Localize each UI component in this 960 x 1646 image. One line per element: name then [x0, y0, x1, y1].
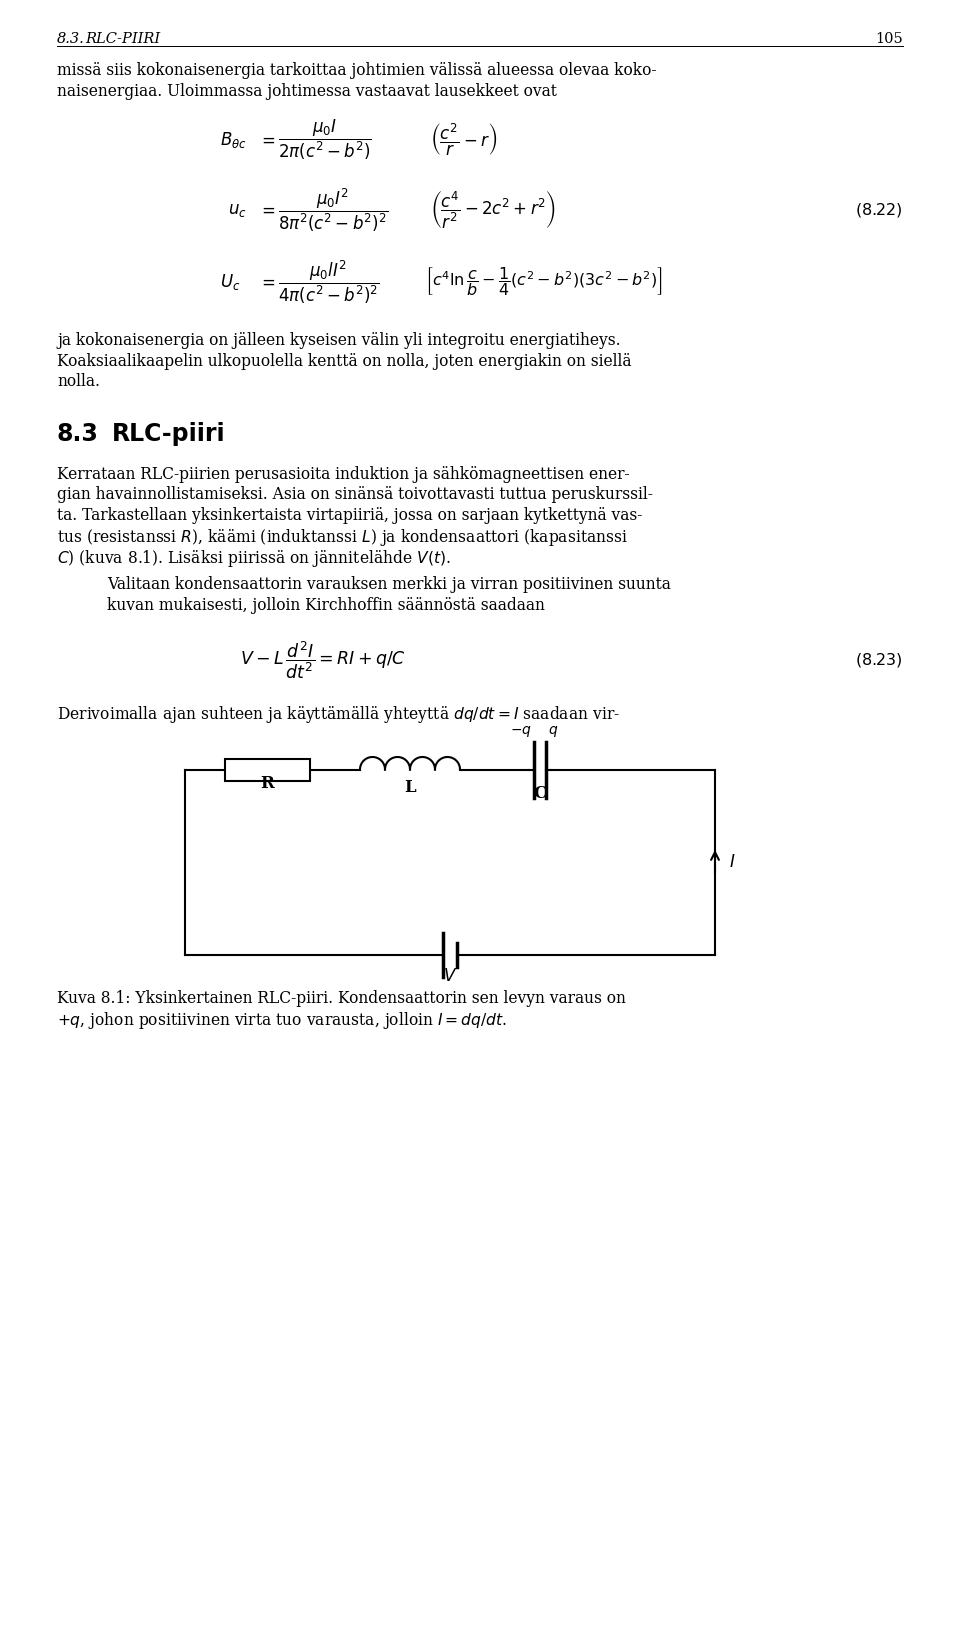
- Text: RLC-PIIRI: RLC-PIIRI: [85, 31, 160, 46]
- Text: RLC-piiri: RLC-piiri: [112, 421, 226, 446]
- Text: $q$: $q$: [548, 724, 559, 739]
- Text: naisenergiaa. Uloimmassa johtimessa vastaavat lausekkeet ovat: naisenergiaa. Uloimmassa johtimessa vast…: [57, 82, 557, 99]
- Text: $=$: $=$: [258, 201, 276, 219]
- Text: $=$: $=$: [258, 132, 276, 148]
- Text: $(8.23)$: $(8.23)$: [855, 652, 903, 668]
- Text: $I$: $I$: [729, 854, 735, 871]
- Text: $\dfrac{\mu_0 I}{2\pi(c^2-b^2)}$: $\dfrac{\mu_0 I}{2\pi(c^2-b^2)}$: [278, 119, 372, 163]
- Text: $\left(\dfrac{c^2}{r} - r\right)$: $\left(\dfrac{c^2}{r} - r\right)$: [430, 122, 497, 158]
- Text: Valitaan kondensaattorin varauksen merkki ja virran positiivinen suunta: Valitaan kondensaattorin varauksen merkk…: [107, 576, 671, 593]
- Text: ja kokonaisenergia on jälleen kyseisen välin yli integroitu energiatiheys.: ja kokonaisenergia on jälleen kyseisen v…: [57, 332, 620, 349]
- Text: $=$: $=$: [258, 273, 276, 290]
- Text: ta. Tarkastellaan yksinkertaista virtapiiriä, jossa on sarjaan kytkettynä vas-: ta. Tarkastellaan yksinkertaista virtapi…: [57, 507, 642, 523]
- Text: $\left(\dfrac{c^4}{r^2} - 2c^2 + r^2\right)$: $\left(\dfrac{c^4}{r^2} - 2c^2 + r^2\rig…: [430, 189, 556, 230]
- Text: $\dfrac{\mu_0 I^2}{8\pi^2(c^2-b^2)^2}$: $\dfrac{\mu_0 I^2}{8\pi^2(c^2-b^2)^2}$: [278, 186, 389, 234]
- Text: missä siis kokonaisenergia tarkoittaa johtimien välissä alueessa olevaa koko-: missä siis kokonaisenergia tarkoittaa jo…: [57, 63, 657, 79]
- Text: $U_c$: $U_c$: [220, 272, 240, 291]
- Text: $V$: $V$: [443, 968, 457, 984]
- Text: $C$) (kuva 8.1). Lisäksi piirissä on jännitelähde $V(t)$.: $C$) (kuva 8.1). Lisäksi piirissä on jän…: [57, 548, 451, 568]
- Text: $-q$: $-q$: [510, 724, 532, 739]
- Text: $+q$, johon positiivinen virta tuo varausta, jolloin $I = dq/dt$.: $+q$, johon positiivinen virta tuo varau…: [57, 1011, 507, 1030]
- Text: $u_c$: $u_c$: [228, 201, 247, 219]
- Text: $\left[c^4 \ln\dfrac{c}{b} - \dfrac{1}{4}(c^2 - b^2)(3c^2 - b^2)\right]$: $\left[c^4 \ln\dfrac{c}{b} - \dfrac{1}{4…: [425, 265, 663, 298]
- Text: 8.3.: 8.3.: [57, 31, 84, 46]
- Text: L: L: [404, 779, 416, 795]
- Text: nolla.: nolla.: [57, 374, 100, 390]
- Bar: [225, 759, 310, 780]
- Text: $V - L\,\dfrac{d^2 I}{dt^2} = RI + q/C$: $V - L\,\dfrac{d^2 I}{dt^2} = RI + q/C$: [240, 639, 406, 681]
- Text: Koaksiaalikaapelin ulkopuolella kenttä on nolla, joten energiakin on siellä: Koaksiaalikaapelin ulkopuolella kenttä o…: [57, 352, 632, 369]
- Text: tus (resistanssi $R$), käämi (induktanssi $L$) ja kondensaattori (kapasitanssi: tus (resistanssi $R$), käämi (induktanss…: [57, 527, 628, 548]
- Text: R: R: [260, 775, 275, 792]
- Text: $B_{\theta c}$: $B_{\theta c}$: [220, 130, 247, 150]
- Text: kuvan mukaisesti, jolloin Kirchhoffin säännöstä saadaan: kuvan mukaisesti, jolloin Kirchhoffin sä…: [107, 596, 545, 614]
- Text: $\dfrac{\mu_0 l I^2}{4\pi(c^2-b^2)^2}$: $\dfrac{\mu_0 l I^2}{4\pi(c^2-b^2)^2}$: [278, 258, 380, 306]
- Text: gian havainnollistamiseksi. Asia on sinänsä toivottavasti tuttua peruskurssil-: gian havainnollistamiseksi. Asia on sinä…: [57, 486, 653, 504]
- Text: Kuva 8.1: Yksinkertainen RLC-piiri. Kondensaattorin sen levyn varaus on: Kuva 8.1: Yksinkertainen RLC-piiri. Kond…: [57, 989, 626, 1006]
- Text: Derivoimalla ajan suhteen ja käyttämällä yhteyttä $dq/dt = I$ saadaan vir-: Derivoimalla ajan suhteen ja käyttämällä…: [57, 704, 620, 724]
- Text: C: C: [534, 785, 546, 802]
- Text: Kerrataan RLC-piirien perusasioita induktion ja sähkömagneettisen ener-: Kerrataan RLC-piirien perusasioita induk…: [57, 466, 630, 482]
- Text: $(8.22)$: $(8.22)$: [855, 201, 903, 219]
- Text: 8.3: 8.3: [57, 421, 99, 446]
- Text: 105: 105: [876, 31, 903, 46]
